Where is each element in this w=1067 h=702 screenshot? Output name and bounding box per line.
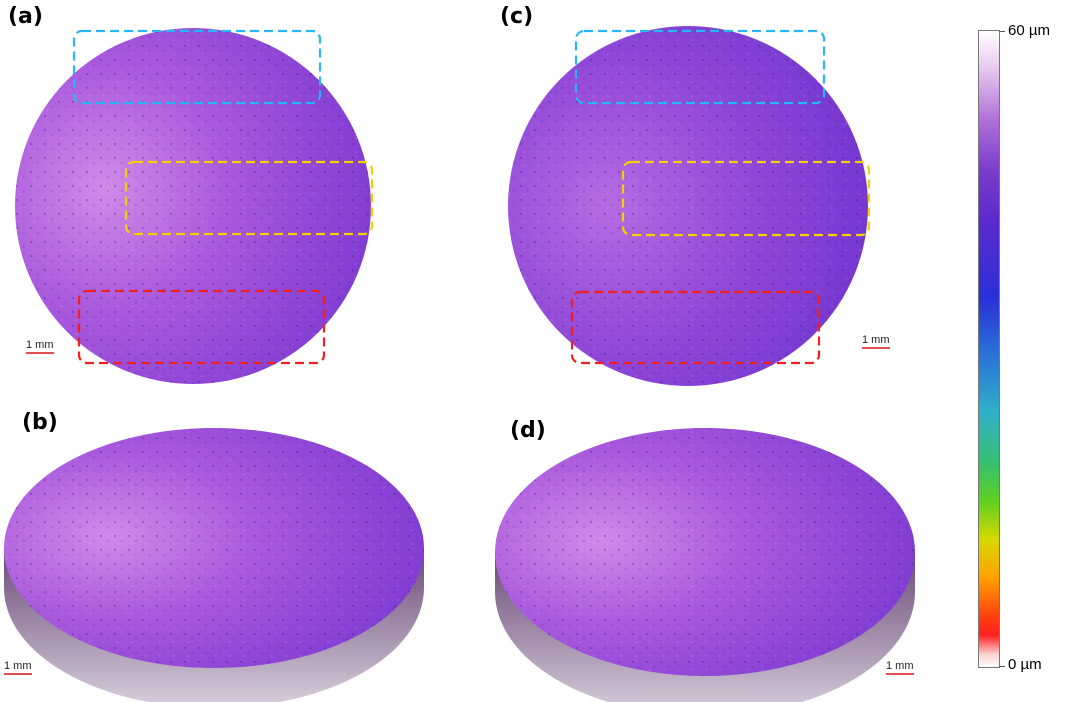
scale-bar-label: 1 mm xyxy=(26,339,54,351)
colorbar-min-label: 0 µm xyxy=(1008,656,1042,673)
highlight-box-top-c xyxy=(574,29,826,105)
scale-bar-label: 1 mm xyxy=(886,660,914,672)
disc-b-3d xyxy=(4,428,424,702)
panel-label-b: (b) xyxy=(22,410,58,435)
colorbar-max-label: 60 µm xyxy=(1008,22,1050,39)
scale-bar-line xyxy=(26,352,54,354)
scale-bar-line xyxy=(4,673,32,675)
scale-bar-b: 1 mm xyxy=(4,660,32,675)
panel-label-c: (c) xyxy=(500,4,534,29)
highlight-box-middle-a xyxy=(124,160,374,236)
height-colorbar xyxy=(978,30,1000,668)
disc-c xyxy=(508,26,871,386)
highlight-box-middle-c xyxy=(621,160,871,237)
colorbar-tick-max xyxy=(999,31,1005,32)
scale-bar-a: 1 mm xyxy=(26,339,54,354)
scale-bar-line xyxy=(862,347,890,349)
scale-bar-label: 1 mm xyxy=(4,660,32,672)
disc-d-3d xyxy=(495,428,915,702)
scale-bar-c: 1 mm xyxy=(862,334,890,349)
highlight-box-top-a xyxy=(72,29,322,105)
scale-bar-label: 1 mm xyxy=(862,334,890,346)
highlight-box-bottom-a xyxy=(77,289,326,365)
scale-bar-d: 1 mm xyxy=(886,660,914,675)
scale-bar-line xyxy=(886,673,914,675)
highlight-box-bottom-c xyxy=(570,290,821,365)
colorbar-tick-min xyxy=(999,666,1005,667)
panel-label-a: (a) xyxy=(8,4,43,29)
disc-a xyxy=(15,28,374,384)
panel-label-d: (d) xyxy=(510,418,546,443)
